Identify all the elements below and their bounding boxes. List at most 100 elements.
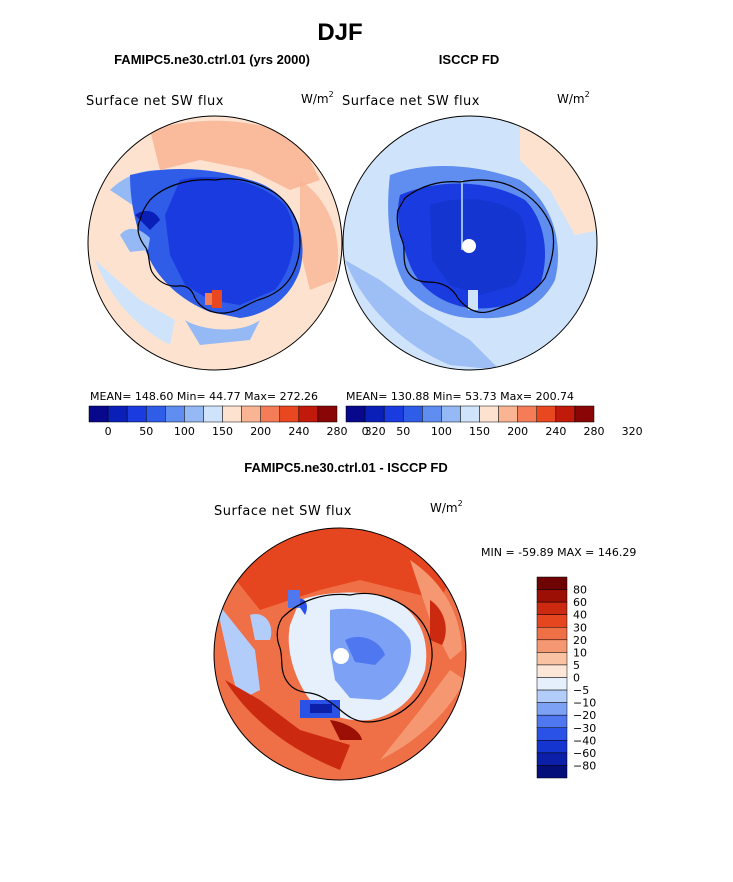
panel-diff-stats: MIN = -59.89 MAX = 146.29: [481, 546, 636, 559]
panel-model-colorbar-swatch: [222, 405, 242, 423]
panel-model-boundary: [87, 115, 343, 371]
panel-model-colorbar-swatch: [241, 405, 261, 423]
panel-diff-colorbar-label: −40: [573, 734, 596, 747]
panel-obs-colorbar-tick-label: 0: [362, 425, 369, 438]
panel-model-colorbar-tick-label: 0: [105, 425, 112, 438]
panel-diff-colorbar-label: 60: [573, 596, 587, 609]
panel-obs-colorbar-swatch: [441, 405, 461, 423]
panel-diff-colorbar-swatch: [536, 727, 568, 741]
panel-obs-colorbar-tick-label: 320: [622, 425, 643, 438]
panel-model-colorbar-swatch: [279, 405, 300, 423]
panel-diff-colorbar-label: 5: [573, 659, 580, 672]
panel-model-colorbar-swatch: [107, 405, 128, 423]
panel-model-heading: FAMIPC5.ne30.ctrl.01 (yrs 2000): [114, 52, 310, 67]
panel-diff-colorbar-swatch: [536, 589, 568, 603]
panel-model-map: [88, 116, 342, 370]
panel-diff-colorbar-swatch: [536, 714, 568, 728]
panel-diff-colorbar-swatch: [536, 576, 568, 590]
panel-model-colorbar-swatch: [145, 405, 166, 423]
panel-obs-colorbar-tick-label: 280: [584, 425, 605, 438]
panel-obs-colorbar-tick-label: 240: [545, 425, 566, 438]
panel-obs-colorbar-swatch: [479, 405, 499, 423]
panel-model-colorbar-swatch: [88, 405, 109, 423]
panel-obs-colorbar-tick-label: 100: [431, 425, 452, 438]
panel-diff-colorbar-swatch: [536, 752, 568, 766]
panel-diff-colorbar-swatch: [536, 702, 568, 716]
panel-diff-colorbar-label: −80: [573, 759, 596, 772]
panel-obs-colorbar-swatch: [498, 405, 518, 423]
figure-title: DJF: [317, 19, 362, 46]
panel-model-colorbar-swatch: [203, 405, 223, 423]
panel-diff-colorbar-label: 80: [573, 584, 587, 597]
panel-diff: FAMIPC5.ne30.ctrl.01 - ISCCP FD Surface …: [213, 460, 636, 781]
panel-diff-colorbar-swatch: [536, 601, 568, 615]
panel-diff-colorbar-label: −5: [573, 684, 589, 697]
panel-obs-colorbar-swatch: [574, 405, 595, 423]
panel-model-colorbar-swatch: [126, 405, 147, 423]
panel-diff-colorbar-label: 10: [573, 646, 587, 659]
panel-model-colorbar-swatch: [165, 405, 185, 423]
panel-obs: ISCCP FD Surface net SW flux W/m2 MEAN= …: [342, 52, 643, 438]
panel-diff-colorbar-swatch: [536, 689, 568, 703]
panel-diff-colorbar-label: 20: [573, 634, 587, 647]
panel-model-colorbar-tick-label: 50: [139, 425, 153, 438]
panel-obs-stats: MEAN= 130.88 Min= 53.73 Max= 200.74: [346, 390, 574, 403]
panel-diff-boundary: [213, 527, 467, 781]
panel-model-colorbar-tick-label: 280: [327, 425, 348, 438]
panel-obs-colorbar-swatch: [555, 405, 576, 423]
pole-mask-diff: [333, 648, 349, 664]
panel-diff-colorbar-label: −20: [573, 709, 596, 722]
panel-model-colorbar-swatch: [317, 405, 338, 423]
panel-model-colorbar: 0 50 100 150 200 240 280 320: [88, 405, 386, 438]
panel-diff-colorbar-label: −30: [573, 722, 596, 735]
panel-model-colorbar-tick-label: 100: [174, 425, 195, 438]
panel-diff-colorbar-swatch: [536, 765, 568, 779]
panel-obs-colorbar-swatch: [364, 405, 385, 423]
panel-model-colorbar-swatch: [184, 405, 204, 423]
panel-obs-units: W/m2: [557, 90, 590, 106]
panel-obs-boundary: [342, 115, 598, 371]
panel-diff-colorbar-label: −10: [573, 697, 596, 710]
panel-obs-heading: ISCCP FD: [439, 52, 499, 67]
panel-diff-colorbar-label: 40: [573, 609, 587, 622]
panel-model-coastline: [137, 178, 301, 314]
panel-diff-colorbar-label: −60: [573, 747, 596, 760]
panel-diff-colorbar-swatch: [536, 652, 568, 666]
panel-obs-colorbar-tick-label: 200: [507, 425, 528, 438]
panel-model-colorbar-swatch: [298, 405, 319, 423]
panel-diff-colorbar-swatch: [536, 627, 568, 641]
panel-model-colorbar-tick-label: 320: [365, 425, 386, 438]
panel-obs-colorbar-tick-label: 50: [396, 425, 410, 438]
panel-diff-units: W/m2: [430, 499, 463, 515]
panel-obs-colorbar-swatch: [383, 405, 404, 423]
panel-diff-heading: FAMIPC5.ne30.ctrl.01 - ISCCP FD: [244, 460, 448, 475]
panel-obs-colorbar-tick-label: 150: [469, 425, 490, 438]
panel-obs-variable: Surface net SW flux: [342, 94, 480, 109]
panel-diff-coastline: [276, 592, 433, 723]
panel-diff-colorbar-swatch: [536, 664, 568, 678]
panel-obs-colorbar: 0 50 100 150 200 240 280 320: [345, 405, 643, 438]
panel-model-stats: MEAN= 148.60 Min= 44.77 Max= 272.26: [90, 390, 318, 403]
panel-obs-colorbar-swatch: [345, 405, 366, 423]
panel-model-colorbar-tick-label: 150: [212, 425, 233, 438]
panel-diff-colorbar-swatch: [536, 677, 568, 691]
panel-obs-colorbar-swatch: [422, 405, 442, 423]
panel-model: FAMIPC5.ne30.ctrl.01 (yrs 2000) Surface …: [86, 52, 386, 438]
panel-obs-colorbar-swatch: [536, 405, 557, 423]
panel-diff-colorbar-label: 30: [573, 621, 587, 634]
panel-diff-colorbar-swatch: [536, 614, 568, 628]
panel-model-colorbar-swatch: [260, 405, 281, 423]
panel-model-colorbar-tick-label: 240: [288, 425, 309, 438]
panel-model-variable: Surface net SW flux: [86, 94, 224, 109]
panel-obs-coastline: [396, 179, 555, 314]
panel-obs-colorbar-swatch: [402, 405, 423, 423]
pole-mask-obs: [462, 239, 476, 253]
panel-diff-variable: Surface net SW flux: [214, 504, 352, 519]
panel-obs-colorbar-swatch: [517, 405, 538, 423]
panel-diff-colorbar-swatch: [536, 740, 568, 754]
panel-diff-map: [214, 528, 466, 780]
panel-diff-colorbar-label: 0: [573, 672, 580, 685]
panel-obs-colorbar-swatch: [460, 405, 480, 423]
